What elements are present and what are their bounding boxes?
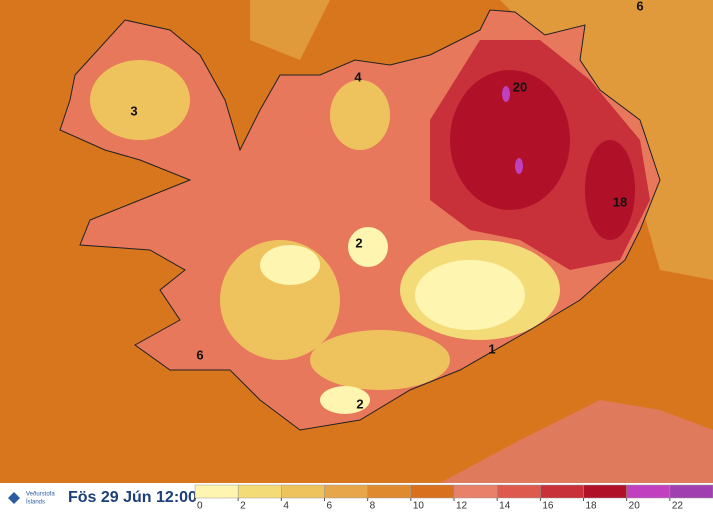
legend-tick-label: 6 xyxy=(327,501,333,512)
glacier xyxy=(415,260,525,330)
cool-area xyxy=(90,60,190,140)
footer: Veðurstofa Íslands Fös 29 Jún 12:00 0 2 4 6… xyxy=(0,483,713,513)
hot-area xyxy=(450,70,570,210)
map-label: 6 xyxy=(636,0,643,13)
legend-tick-label: 0 xyxy=(197,501,203,512)
legend-swatch xyxy=(626,484,671,499)
legend-tick-label: 14 xyxy=(499,501,511,512)
legend-swatch xyxy=(367,484,412,499)
timestamp: Fös 29 Jún 12:00 xyxy=(68,489,197,506)
legend-tick-label: 10 xyxy=(413,501,425,512)
legend-swatch xyxy=(237,484,282,499)
legend-swatch xyxy=(194,484,239,499)
color-legend: 0 2 4 6 8 10 12 14 16 18 20 22 xyxy=(194,484,713,512)
logo-icon xyxy=(8,492,20,504)
sea-warm-zone xyxy=(440,400,713,483)
legend-swatch xyxy=(453,484,498,499)
logo-text: Veðurstofa xyxy=(26,491,55,498)
logo-text: Íslands xyxy=(26,499,45,506)
legend-swatch xyxy=(324,484,368,499)
legend-tick-label: 20 xyxy=(629,501,641,512)
map-label: 1 xyxy=(488,341,495,356)
map-label: 3 xyxy=(130,103,137,118)
cool-area xyxy=(310,330,450,390)
legend-tick-label: 4 xyxy=(283,501,289,512)
legend-tick-label: 22 xyxy=(672,501,684,512)
glacier xyxy=(348,227,388,267)
legend-tick-label: 2 xyxy=(240,501,246,512)
legend-swatch xyxy=(669,484,713,499)
legend-swatch xyxy=(540,484,584,499)
map-label: 4 xyxy=(354,69,362,84)
map-label: 2 xyxy=(356,396,363,411)
map-label: 2 xyxy=(355,235,362,250)
map-label: 20 xyxy=(513,79,527,94)
map: 3 4 20 18 2 6 6 2 1 xyxy=(0,0,713,483)
hottest-spot xyxy=(515,158,523,174)
cool-area xyxy=(330,80,390,150)
glacier xyxy=(260,245,320,285)
legend-swatch xyxy=(496,484,541,499)
legend-swatch xyxy=(410,484,455,499)
map-label: 18 xyxy=(613,194,627,209)
legend-swatch xyxy=(281,484,325,499)
glacier xyxy=(320,386,370,414)
legend-tick-label: 16 xyxy=(542,501,554,512)
legend-tick-label: 8 xyxy=(370,501,376,512)
legend-swatch xyxy=(583,484,627,499)
hottest-spot xyxy=(502,86,510,102)
sea-warm-zone xyxy=(250,0,713,280)
legend-tick-label: 18 xyxy=(586,501,598,512)
map-label: 6 xyxy=(196,347,203,362)
legend-tick-label: 12 xyxy=(456,501,468,512)
hot-area xyxy=(585,140,635,240)
